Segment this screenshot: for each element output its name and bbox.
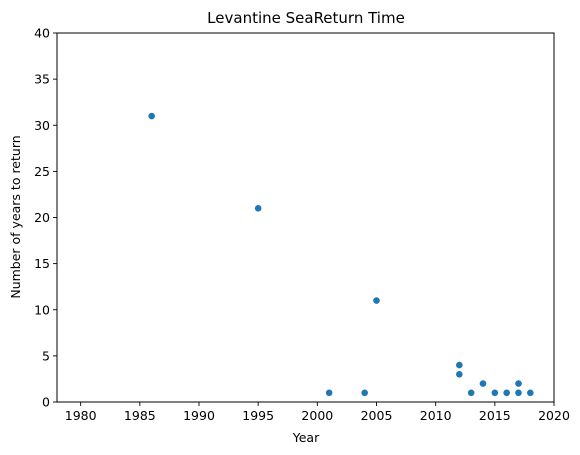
y-tick-label: 30 <box>34 118 50 133</box>
data-point <box>456 371 463 378</box>
plot-frame <box>56 32 555 403</box>
y-tick-label: 15 <box>34 256 50 271</box>
y-axis-label: Number of years to return <box>8 135 23 298</box>
data-point <box>325 389 333 397</box>
x-axis-label: Year <box>292 430 320 445</box>
x-tick-label: 2000 <box>301 408 333 423</box>
x-tick-label: 1995 <box>242 408 274 423</box>
data-point <box>148 112 155 120</box>
y-tick-label: 20 <box>34 210 50 225</box>
x-tick-label: 1985 <box>124 408 156 423</box>
data-point <box>515 380 522 387</box>
data-point <box>527 389 534 397</box>
y-tick-label: 5 <box>42 348 50 363</box>
y-tick-label: 40 <box>34 26 50 41</box>
x-tick-label: 2005 <box>361 408 393 423</box>
y-tick-label: 35 <box>34 72 50 87</box>
x-tick-label: 1990 <box>183 408 215 423</box>
y-tick-label: 10 <box>34 302 50 317</box>
data-point <box>254 204 262 212</box>
data-point <box>361 389 368 397</box>
x-axis-ticks: 1980 1985 1990 1995 2000 2005 2010 2015 2020 <box>65 402 570 423</box>
y-tick-label: 25 <box>34 164 50 179</box>
data-point <box>467 389 475 397</box>
x-tick-label: 2010 <box>420 408 452 423</box>
data-point <box>373 297 380 304</box>
chart-title: Levantine SeaReturn Time <box>207 9 405 27</box>
scatter-marks <box>148 112 534 397</box>
data-point <box>456 361 463 369</box>
x-tick-label: 1980 <box>65 408 97 423</box>
y-axis-ticks: 0 5 10 15 20 25 30 35 40 <box>34 26 57 410</box>
x-tick-label: 2020 <box>538 408 570 423</box>
data-point <box>503 389 510 397</box>
data-point <box>491 389 499 397</box>
y-tick-label: 0 <box>42 395 50 410</box>
x-tick-label: 2015 <box>479 408 511 423</box>
data-point <box>515 389 522 397</box>
data-point <box>479 380 487 387</box>
